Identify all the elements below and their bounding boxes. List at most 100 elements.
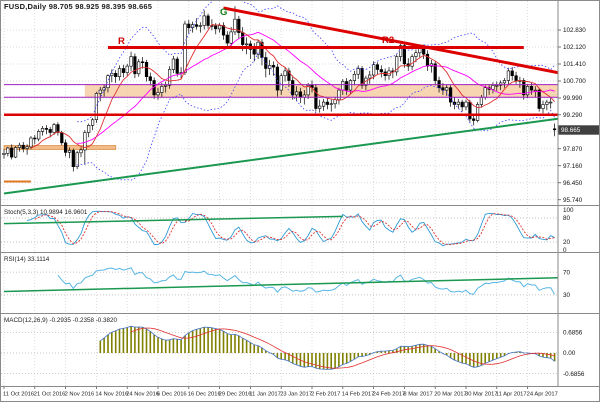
price-scale[interactable]: 102.830 102.120 101.410 100.700 99.990 99.290… (558, 27, 586, 378)
date-label: 6 Dec 2016 (157, 392, 187, 398)
candle (198, 25, 202, 27)
macd-histogram-bar (249, 342, 252, 353)
date-label: 14 Nov 2016 (95, 392, 128, 398)
macd-histogram-bar (218, 329, 221, 353)
candle (368, 74, 372, 79)
macd-histogram-bar (107, 334, 109, 353)
candle (233, 18, 237, 33)
candle (537, 89, 541, 109)
macd-scale-label: 0.00 (563, 350, 576, 357)
macd-histogram-bar (342, 353, 344, 365)
candle (202, 15, 206, 26)
candle (225, 34, 229, 44)
macd-histogram-bar (453, 353, 456, 361)
rsi-scale-label: 70 (563, 269, 571, 276)
macd-histogram-bar (315, 353, 317, 369)
rsi-trendline[interactable] (3, 277, 558, 293)
stoch-trendline[interactable] (3, 215, 343, 225)
macd-histogram-bar (546, 353, 548, 358)
candle (191, 24, 195, 29)
candle (360, 68, 364, 86)
price-label: 96.450 (563, 180, 583, 187)
date-label: 24 Apr 2017 (527, 392, 558, 398)
candle (171, 58, 176, 70)
price-label: 97.160 (563, 163, 583, 170)
annotation-g[interactable]: G (220, 7, 227, 18)
macd-histogram-bar (488, 353, 490, 362)
candle (321, 101, 326, 107)
price-label: 97.870 (563, 146, 583, 153)
bollinger-upper (77, 1, 555, 123)
macd-histogram-bar (214, 328, 217, 353)
candle (98, 89, 102, 94)
macd-histogram-bar (137, 327, 140, 353)
candle (40, 128, 45, 132)
candle (125, 65, 129, 73)
macd-histogram-bar (311, 353, 313, 367)
macd-histogram-bar (538, 353, 540, 356)
macd-histogram-bar (226, 333, 229, 353)
macd-histogram-bar (496, 353, 498, 359)
candle (395, 56, 399, 73)
macd-histogram-bar (434, 348, 436, 353)
macd-histogram-bar (145, 329, 148, 353)
candle (410, 56, 414, 67)
time-scale[interactable]: 11 Oct 2016 21 Oct 2016 2 Nov 2016 14 Nov 2… (3, 387, 558, 398)
candle (10, 147, 14, 158)
candle (245, 43, 249, 46)
stoch-scale-label: 80 (563, 215, 571, 222)
macd-histogram-bar (303, 353, 306, 368)
candle (94, 93, 98, 121)
last-price-tag-bg (558, 125, 599, 135)
macd-histogram-bar (334, 353, 336, 369)
macd-histogram-bar (195, 329, 198, 353)
candle (506, 70, 511, 81)
candle (472, 118, 476, 121)
macd-histogram-bar (392, 350, 394, 353)
macd-histogram-bar (345, 353, 348, 364)
macd-histogram-bar (357, 353, 359, 357)
candle (63, 142, 68, 153)
candle (241, 32, 245, 45)
candle (21, 144, 25, 149)
annotation-r[interactable]: R (118, 36, 125, 47)
macd-histogram-bar (257, 345, 259, 353)
candle (529, 86, 534, 91)
candle (356, 68, 360, 75)
candle (325, 101, 330, 105)
macd-histogram-bar (161, 338, 163, 353)
annotation-r2[interactable]: R2 (382, 35, 394, 46)
macd-histogram-bar (141, 327, 144, 353)
trendline[interactable] (223, 6, 558, 75)
supply-zone[interactable] (84, 84, 558, 97)
candle (17, 144, 22, 148)
candle (460, 101, 464, 108)
candle (75, 152, 79, 168)
candle (206, 15, 210, 26)
macd-histogram-bar (399, 346, 402, 353)
candle (141, 61, 145, 63)
candle (106, 75, 110, 88)
supply-zone[interactable] (3, 145, 117, 150)
candle (48, 129, 52, 133)
macd-histogram-bar (126, 327, 128, 353)
price-label: 102.830 (563, 27, 586, 34)
macd-histogram-bar (261, 347, 263, 353)
candle (137, 61, 141, 75)
drawn-lines-layer[interactable] (3, 6, 558, 195)
date-label: 30 Mar 2017 (465, 392, 498, 398)
macd-histogram-bar (176, 339, 178, 353)
candle (448, 87, 453, 103)
candle (456, 101, 460, 105)
candle (291, 80, 295, 96)
macd-histogram-bar (480, 353, 483, 366)
candle (318, 105, 322, 109)
macd-histogram-bar (438, 351, 440, 353)
macd-histogram-bar (184, 335, 186, 353)
macd-histogram-bar (318, 353, 321, 369)
candle (352, 74, 357, 81)
macd-histogram-bar (368, 353, 371, 355)
trendline[interactable] (3, 117, 558, 195)
